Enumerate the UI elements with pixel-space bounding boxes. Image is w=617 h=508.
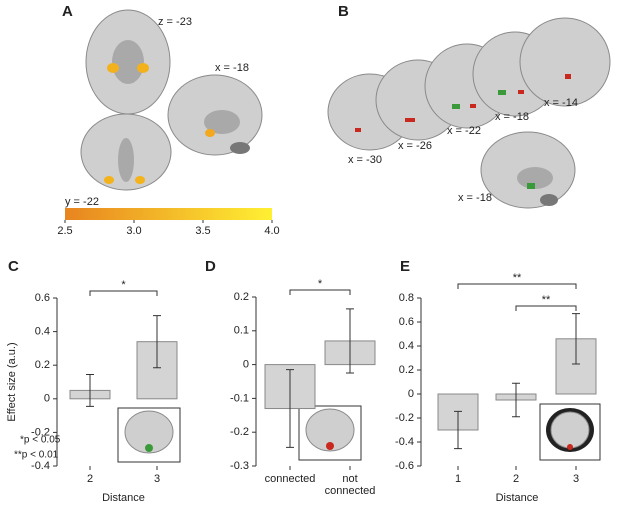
slice-label: x = -30 <box>348 154 382 166</box>
y-axis-label: Effect size (a.u.) <box>6 342 18 421</box>
slice-label: z = -23 <box>158 16 192 28</box>
x-axis-label: Distance <box>102 492 145 504</box>
significance-text: * <box>318 278 323 290</box>
panel-label: A <box>62 3 73 20</box>
y-tick-label: -0.2 <box>395 412 414 424</box>
significance-text: ** <box>542 294 551 306</box>
x-tick-label: 3 <box>572 473 580 485</box>
x-tick-label: not connected <box>324 473 376 497</box>
x-tick-label-box: 2 <box>86 473 94 485</box>
error-bar <box>572 313 580 365</box>
y-tick-label: 0.6 <box>35 292 50 304</box>
brain-images-a <box>80 9 263 191</box>
slice-label: x = -22 <box>447 125 481 137</box>
colorbar-tick-label: 4.0 <box>264 225 279 237</box>
colorbar-tick-label: 2.5 <box>57 225 72 237</box>
y-tick-label: 0.6 <box>399 316 414 328</box>
y-tick-label: 0.2 <box>35 359 50 371</box>
brain-images-b <box>327 17 611 209</box>
slice-label: x = -18 <box>495 111 529 123</box>
y-tick-label: 0.2 <box>234 291 249 303</box>
x-tick-label-box: 3 <box>572 473 580 485</box>
y-tick-label: 0 <box>408 388 414 400</box>
x-axis-label: Distance <box>496 492 539 504</box>
x-tick-label: connected <box>264 473 316 485</box>
y-tick-label: 0.4 <box>35 326 50 338</box>
x-tick-label-box: 1 <box>454 473 462 485</box>
inset-e <box>539 403 601 461</box>
y-tick-label: 0.1 <box>234 325 249 337</box>
x-tick-label: 2 <box>86 473 94 485</box>
y-tick-label: 0.4 <box>399 340 414 352</box>
y-tick-label: -0.2 <box>230 426 249 438</box>
panel-label: D <box>205 258 216 275</box>
inset-c <box>117 407 181 463</box>
slice-label: x = -18 <box>215 62 249 74</box>
y-tick-label: -0.2 <box>31 426 50 438</box>
error-bar <box>86 373 94 407</box>
colorbar <box>65 208 272 220</box>
colorbar-tick-label: 3.5 <box>195 225 210 237</box>
slice-label: x = -14 <box>544 97 578 109</box>
x-tick-label: 3 <box>153 473 161 485</box>
slice-label: x = -26 <box>398 140 432 152</box>
colorbar-tick-label: 3.0 <box>126 225 141 237</box>
x-tick-label: 2 <box>512 473 520 485</box>
y-tick-label: -0.1 <box>230 392 249 404</box>
error-bar <box>454 410 462 450</box>
y-tick-label: -0.4 <box>31 460 50 472</box>
significance-text: * <box>121 279 126 291</box>
panel-label: C <box>8 258 19 275</box>
note: *p < 0.05 <box>20 435 61 446</box>
y-tick-label: -0.3 <box>230 460 249 472</box>
significance-bracket <box>457 283 577 289</box>
panel-label: B <box>338 3 349 20</box>
significance-bracket <box>515 305 577 311</box>
x-tick-label-box: connected <box>264 473 316 485</box>
x-tick-label-box: 2 <box>512 473 520 485</box>
error-bar <box>286 369 294 448</box>
significance-bracket <box>289 289 351 295</box>
slice-label: x = -18 <box>458 192 492 204</box>
y-tick-label: 0.2 <box>399 364 414 376</box>
y-tick-label: -0.4 <box>395 436 414 448</box>
error-bar <box>346 308 354 374</box>
y-tick-label: 0 <box>243 359 249 371</box>
significance-text: ** <box>513 272 522 284</box>
y-tick-label: 0.8 <box>399 292 414 304</box>
x-tick-label-box: 3 <box>153 473 161 485</box>
significance-bracket <box>89 290 158 296</box>
error-bar <box>512 382 520 418</box>
slice-label: y = -22 <box>65 196 99 208</box>
panel-label: E <box>400 258 410 275</box>
y-tick-label: 0 <box>44 393 50 405</box>
x-tick-label: 1 <box>454 473 462 485</box>
y-tick-label: -0.6 <box>395 460 414 472</box>
note: **p < 0.01 <box>14 450 59 461</box>
error-bar <box>153 315 161 369</box>
inset-d <box>298 405 362 461</box>
x-tick-label-box: not connected <box>324 473 376 497</box>
